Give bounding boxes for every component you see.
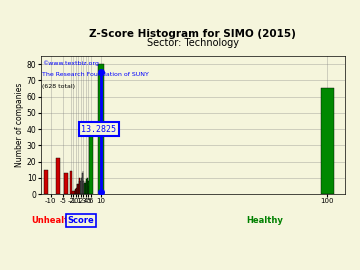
Y-axis label: Number of companies: Number of companies	[15, 83, 24, 167]
Bar	[87, 181, 88, 194]
Bar	[76, 188, 77, 194]
Bar	[69, 171, 72, 194]
Bar	[79, 178, 80, 194]
Text: Unhealthy: Unhealthy	[31, 216, 80, 225]
Bar	[80, 181, 81, 194]
Text: 13.2825: 13.2825	[81, 124, 116, 134]
Bar	[86, 180, 87, 194]
Bar	[57, 158, 60, 194]
Bar	[64, 173, 68, 194]
Text: Sector: Technology: Sector: Technology	[147, 38, 239, 48]
Bar	[88, 181, 89, 194]
Bar	[78, 184, 79, 194]
Title: Z-Score Histogram for SIMO (2015): Z-Score Histogram for SIMO (2015)	[89, 29, 296, 39]
Bar	[72, 191, 75, 194]
Bar	[81, 178, 82, 194]
Bar	[98, 64, 104, 194]
Bar	[85, 183, 86, 194]
Bar	[83, 181, 84, 194]
Bar	[84, 183, 85, 194]
Bar	[77, 184, 78, 194]
Bar	[82, 171, 83, 194]
Text: Score: Score	[68, 216, 94, 225]
Bar	[321, 89, 334, 194]
Text: (628 total): (628 total)	[42, 84, 75, 89]
Text: The Research Foundation of SUNY: The Research Foundation of SUNY	[42, 72, 149, 77]
Bar	[74, 191, 75, 194]
Bar	[89, 126, 93, 194]
Text: ©www.textbiz.org: ©www.textbiz.org	[42, 61, 99, 66]
Bar	[44, 170, 48, 194]
Bar	[75, 189, 76, 194]
Text: Healthy: Healthy	[246, 216, 283, 225]
